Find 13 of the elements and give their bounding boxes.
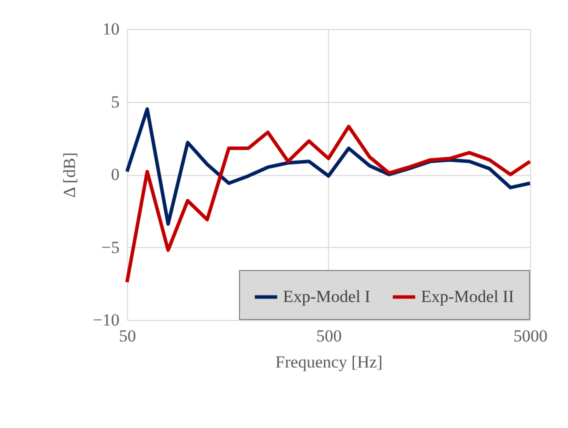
x-tick-label: 50 (119, 326, 136, 346)
y-tick-label: 10 (102, 20, 120, 38)
legend-label: Exp-Model I (283, 287, 371, 306)
y-axis-title: Δ [dB] (60, 152, 79, 198)
y-tick-label: −10 (92, 310, 120, 330)
x-axis-title: Frequency [Hz] (275, 352, 383, 372)
x-tick-label: 5000 (514, 326, 548, 346)
legend-label: Exp-Model II (421, 287, 514, 306)
line-series (125, 124, 532, 284)
y-tick-label: −5 (101, 238, 120, 257)
y-tick-label: 5 (111, 92, 120, 112)
y-tick-label: 0 (111, 165, 120, 184)
x-tick-label: 500 (316, 326, 342, 346)
